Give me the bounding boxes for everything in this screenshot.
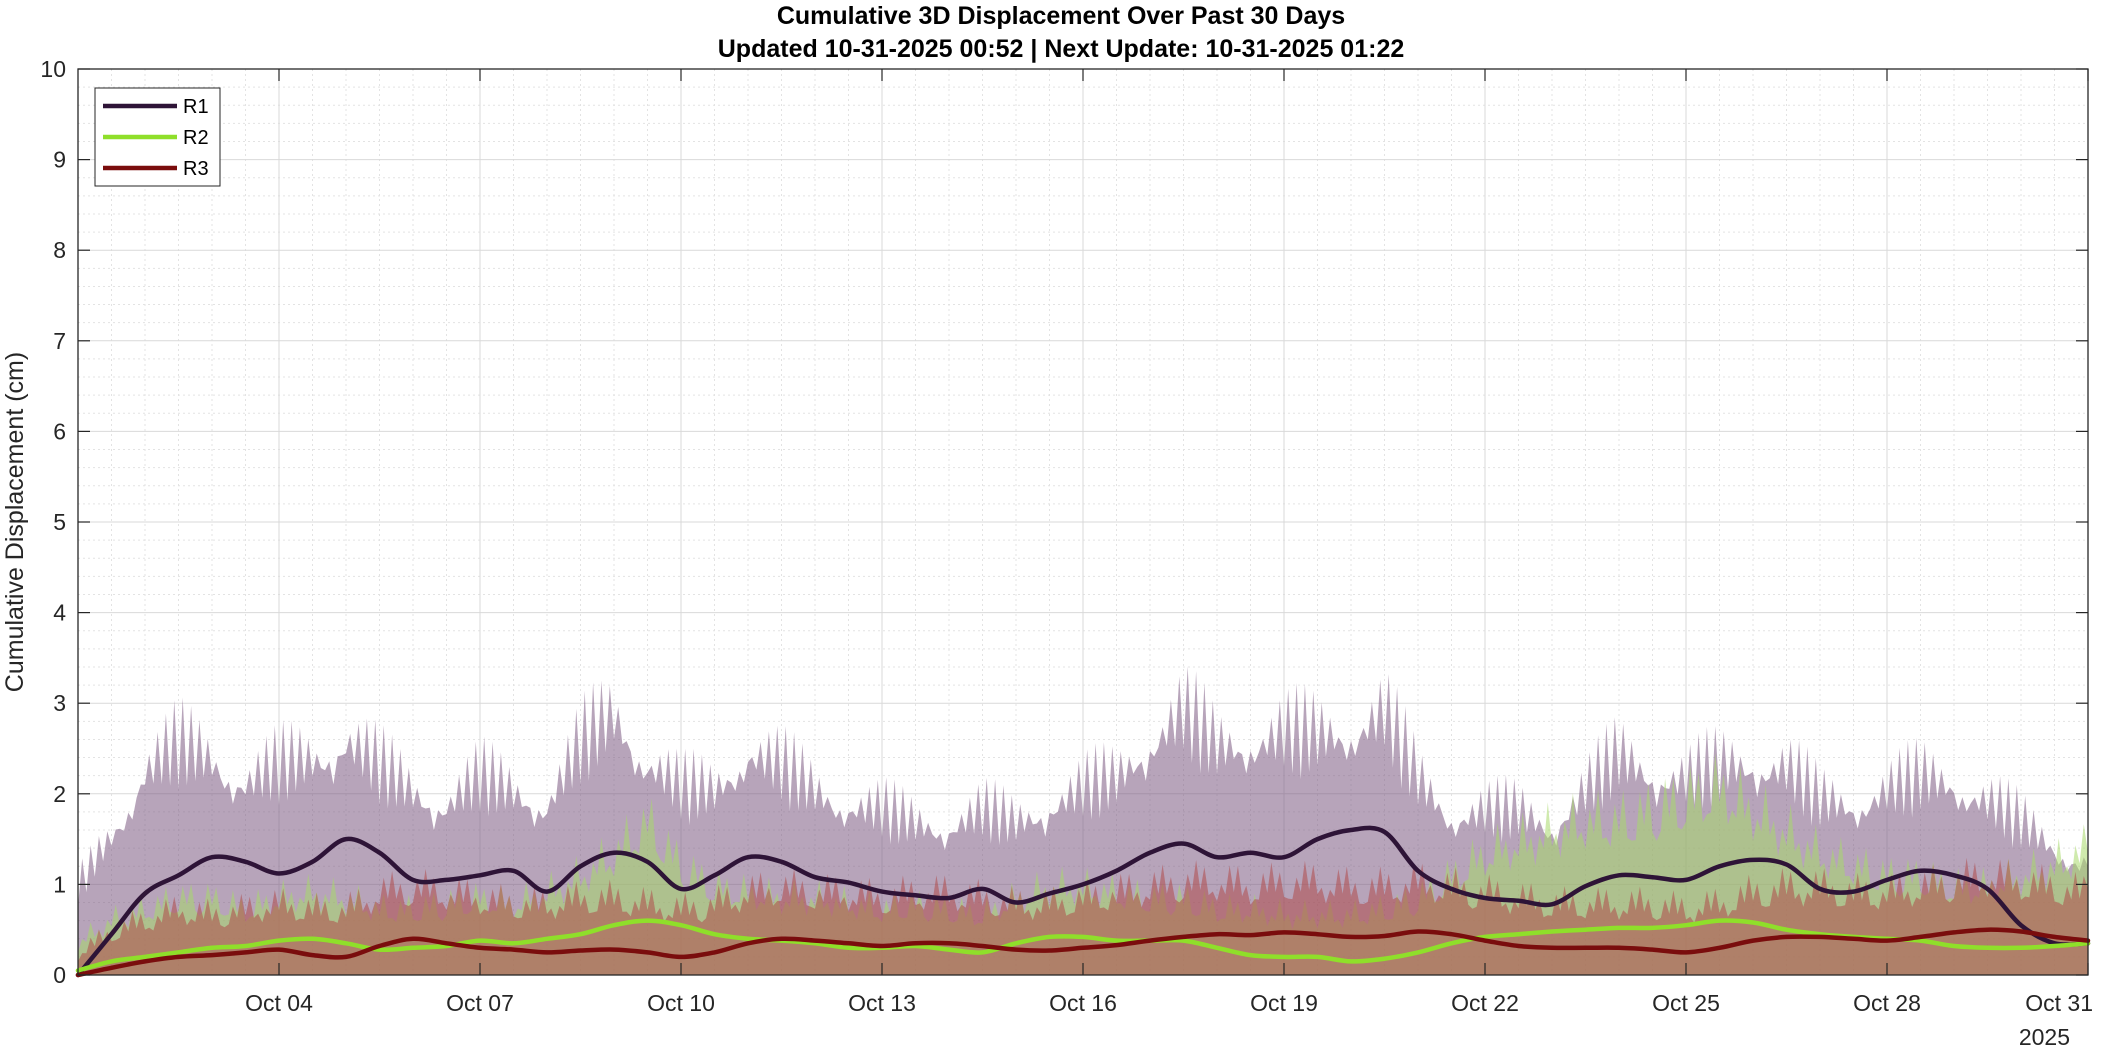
x-tick-label: Oct 31 bbox=[2025, 990, 2093, 1016]
x-tick-label: Oct 07 bbox=[446, 990, 514, 1016]
y-tick-label: 2 bbox=[53, 781, 66, 807]
y-tick-label: 9 bbox=[53, 147, 66, 173]
y-tick-label: 0 bbox=[53, 962, 66, 988]
chart-title: Cumulative 3D Displacement Over Past 30 … bbox=[777, 2, 1345, 30]
y-tick-label: 5 bbox=[53, 509, 66, 535]
x-tick-label: Oct 28 bbox=[1853, 990, 1921, 1016]
y-tick-label: 4 bbox=[53, 600, 66, 626]
x-tick-label: Oct 19 bbox=[1250, 990, 1318, 1016]
y-tick-label: 8 bbox=[53, 237, 66, 263]
x-tick-label: Oct 13 bbox=[848, 990, 916, 1016]
legend-label-r1: R1 bbox=[183, 96, 209, 118]
x-axis-year-label: 2025 bbox=[2019, 1024, 2070, 1049]
y-tick-label: 1 bbox=[53, 871, 66, 897]
x-tick-label: Oct 16 bbox=[1049, 990, 1117, 1016]
y-tick-label: 10 bbox=[40, 56, 66, 82]
x-tick-label: Oct 25 bbox=[1652, 990, 1720, 1016]
y-tick-label: 3 bbox=[53, 690, 66, 716]
x-tick-label: Oct 10 bbox=[647, 990, 715, 1016]
x-tick-label: Oct 22 bbox=[1451, 990, 1519, 1016]
y-tick-label: 7 bbox=[53, 328, 66, 354]
legend-label-r2: R2 bbox=[183, 127, 209, 149]
chart-subtitle: Updated 10-31-2025 00:52 | Next Update: … bbox=[718, 35, 1405, 63]
y-axis-label: Cumulative Displacement (cm) bbox=[1, 352, 29, 692]
x-tick-label: Oct 04 bbox=[245, 990, 313, 1016]
legend-label-r3: R3 bbox=[183, 158, 209, 180]
legend: R1 R2 R3 bbox=[95, 88, 220, 186]
y-tick-label: 6 bbox=[53, 418, 66, 444]
